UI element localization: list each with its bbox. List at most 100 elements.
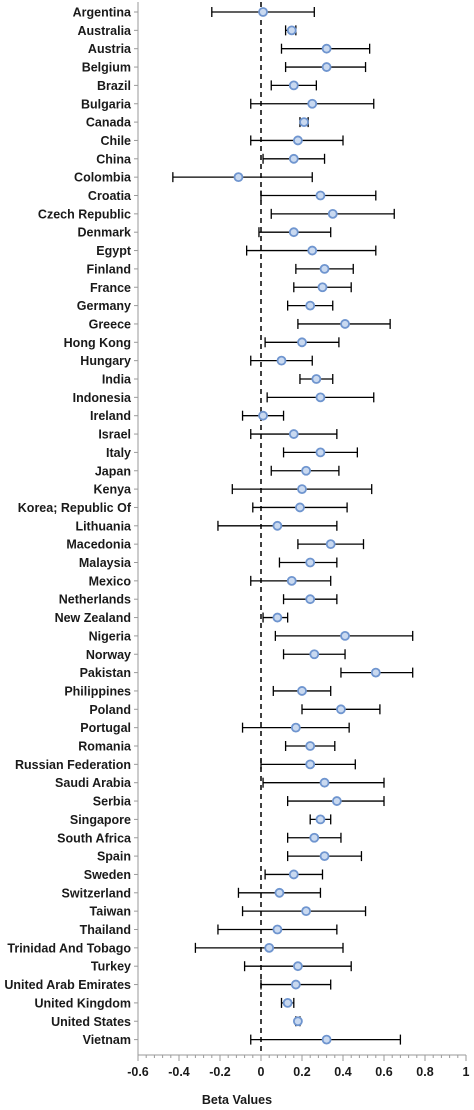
point-estimate — [288, 153, 299, 164]
category-label: Macedonia — [66, 538, 132, 552]
point-estimate — [288, 80, 299, 91]
point-estimate — [315, 447, 326, 458]
x-tick-label: 0.2 — [293, 1065, 310, 1079]
point-estimate — [274, 887, 285, 898]
point-estimate — [290, 979, 301, 990]
x-axis-label: Beta Values — [202, 1093, 272, 1107]
category-label: Netherlands — [59, 593, 131, 607]
point-estimate — [317, 282, 328, 293]
axes-layer — [134, 2, 467, 1061]
point-estimate — [233, 172, 244, 183]
category-label: Singapore — [70, 813, 131, 827]
category-label: Austria — [88, 42, 132, 56]
category-labels-layer: Argentina Australia Austria Belgium Brazil Bu… — [4, 6, 132, 1048]
point-estimate — [325, 539, 336, 550]
point-estimate — [319, 777, 330, 788]
point-estimate — [292, 1016, 303, 1027]
category-label: Finland — [87, 262, 131, 276]
category-label: Portugal — [80, 721, 131, 735]
point-estimate — [297, 337, 307, 348]
point-estimate — [340, 319, 350, 329]
point-estimate — [309, 649, 320, 660]
category-label: Vietnam — [83, 1033, 131, 1047]
category-label: Denmark — [78, 226, 132, 240]
category-label: Switzerland — [62, 886, 131, 900]
category-label: Korea; Republic Of — [18, 501, 132, 515]
point-estimate — [321, 62, 332, 72]
category-label: New Zealand — [55, 611, 131, 625]
category-label: Brazil — [97, 79, 131, 93]
category-label: Pakistan — [80, 666, 131, 680]
point-estimate — [272, 612, 283, 623]
point-estimate — [288, 429, 299, 439]
category-label: United Arab Emirates — [4, 978, 131, 992]
category-label: Germany — [77, 299, 131, 313]
point-estimate — [299, 117, 309, 127]
point-estimate — [319, 851, 330, 861]
category-label: China — [96, 152, 132, 166]
category-label: Sweden — [84, 868, 131, 882]
category-label: Italy — [106, 446, 131, 460]
point-estimate — [307, 245, 318, 256]
point-estimates-layer — [233, 7, 381, 1045]
point-estimate — [264, 942, 275, 953]
point-estimate — [307, 98, 318, 109]
category-label: Bulgaria — [81, 97, 132, 111]
category-label: Belgium — [82, 61, 131, 75]
category-label: France — [90, 281, 131, 295]
point-estimate — [311, 374, 322, 384]
category-label: Romania — [78, 740, 132, 754]
point-estimate — [292, 135, 303, 146]
point-estimate — [305, 741, 316, 751]
category-label: Poland — [89, 703, 131, 717]
point-estimate — [272, 924, 283, 935]
category-label: Malaysia — [79, 556, 132, 570]
point-estimate — [258, 410, 268, 421]
point-estimate — [286, 25, 297, 36]
category-label: Norway — [86, 648, 131, 662]
category-label: Greece — [89, 317, 131, 331]
category-label: United Kingdom — [34, 996, 131, 1010]
point-estimate — [292, 961, 303, 972]
x-tick-labels-layer: -0.6 -0.4 -0.2 0 0.2 0.4 0.6 0.8 1 — [127, 1065, 469, 1079]
category-label: Taiwan — [90, 905, 131, 919]
point-estimate — [288, 227, 299, 238]
point-estimate — [305, 759, 316, 770]
point-estimate — [315, 190, 326, 201]
x-tick-label: 0.8 — [416, 1065, 433, 1079]
category-label: Colombia — [74, 171, 132, 185]
x-tick-label: 0.6 — [375, 1065, 392, 1079]
point-estimate — [297, 484, 307, 495]
point-estimate — [288, 869, 299, 880]
category-label: India — [102, 373, 132, 387]
category-label: Indonesia — [73, 391, 132, 405]
category-label: Japan — [95, 464, 131, 478]
point-estimate — [315, 392, 326, 403]
category-label: Lithuania — [75, 519, 132, 533]
category-label: Ireland — [90, 409, 131, 423]
x-tick-label: -0.6 — [127, 1065, 149, 1079]
point-estimate — [301, 906, 312, 917]
point-estimate — [309, 832, 320, 843]
category-label: Chile — [100, 134, 131, 148]
point-estimate — [321, 43, 332, 54]
point-estimate — [370, 667, 381, 678]
point-estimate — [319, 263, 330, 274]
category-label: Australia — [78, 24, 133, 38]
category-label: Nigeria — [89, 629, 132, 643]
x-tick-label: -0.2 — [209, 1065, 231, 1079]
point-estimate — [315, 814, 326, 825]
category-label: South Africa — [57, 831, 132, 845]
category-label: Egypt — [96, 244, 132, 258]
category-label: Turkey — [91, 960, 131, 974]
category-label: Spain — [97, 850, 131, 864]
category-label: Russian Federation — [15, 758, 131, 772]
point-estimate — [282, 998, 293, 1008]
point-estimate — [276, 355, 287, 366]
point-estimate — [305, 557, 316, 568]
point-estimate — [272, 520, 283, 531]
category-label: Thailand — [80, 923, 131, 937]
category-label: Philippines — [64, 684, 131, 698]
category-label: Czech Republic — [38, 207, 131, 221]
